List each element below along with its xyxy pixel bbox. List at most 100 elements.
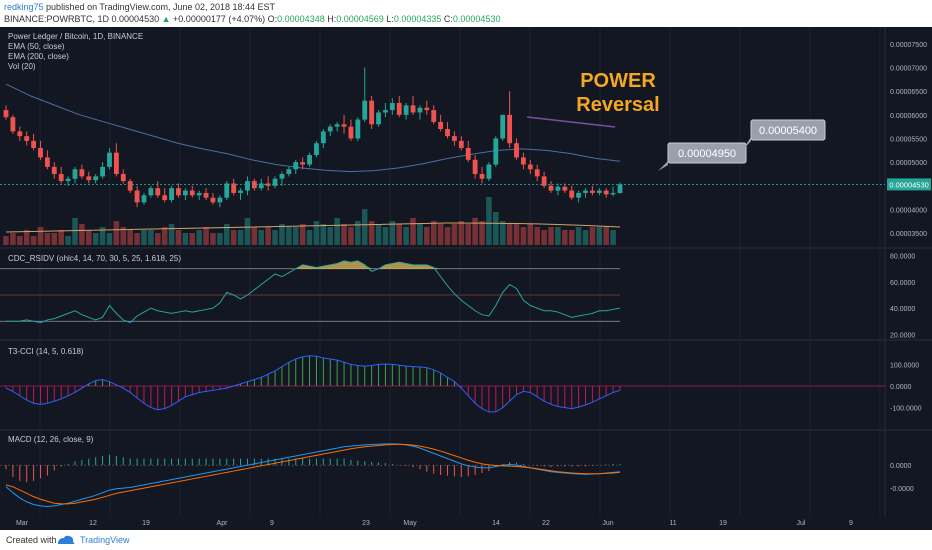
publish-info: published on TradingView.com, June 02, 2… xyxy=(46,2,276,12)
date-tick: Apr xyxy=(217,520,229,527)
candle-body xyxy=(486,164,492,179)
volume-bar xyxy=(472,218,478,245)
price-tick: 0.00003500 xyxy=(890,231,927,238)
volume-bar xyxy=(106,233,113,245)
candle-body xyxy=(369,100,375,125)
price-tick: 0.00007000 xyxy=(890,66,927,73)
volume-bar xyxy=(513,224,520,245)
volume-bar xyxy=(506,224,513,245)
candle-body xyxy=(217,197,223,203)
trend-line[interactable] xyxy=(526,116,616,128)
volume-bar xyxy=(320,224,327,245)
candle-body xyxy=(334,124,340,127)
candle-body xyxy=(189,190,195,196)
candle-body xyxy=(514,143,519,158)
candle-body xyxy=(224,183,230,198)
tradingview-brand[interactable]: TradingView xyxy=(80,535,130,545)
legend-vol: Vol (20) xyxy=(8,62,36,71)
candle-body xyxy=(169,188,174,201)
volume-bar xyxy=(37,227,44,245)
volume-bar xyxy=(417,224,423,245)
volume-bar xyxy=(396,224,402,245)
volume-bar xyxy=(286,227,292,245)
candle-body xyxy=(327,126,333,132)
candle-body xyxy=(251,181,257,189)
rsi-tick: 20.0000 xyxy=(890,332,915,339)
volume-bar xyxy=(279,224,285,245)
volume-bar xyxy=(575,227,582,245)
volume-bar xyxy=(58,230,64,245)
cci-tick: 0.0000 xyxy=(890,384,912,391)
candle-body xyxy=(376,112,381,125)
volume-bar xyxy=(479,221,485,245)
candle-body xyxy=(410,105,416,113)
volume-bar xyxy=(217,233,223,245)
volume-bar xyxy=(17,236,23,245)
candle-body xyxy=(307,155,312,165)
candle-body xyxy=(148,188,154,196)
macd-signal-line xyxy=(5,443,621,505)
candle-body xyxy=(403,105,409,115)
callout-low-box[interactable] xyxy=(667,142,747,164)
candle-body xyxy=(617,184,623,194)
macd-legend: MACD (12, 26, close, 9) xyxy=(8,435,94,444)
candle-body xyxy=(610,192,616,195)
candle-body xyxy=(293,162,299,170)
volume-bar xyxy=(79,224,85,245)
rsi-legend: CDC_RSIDV (ohlc4, 14, 70, 30, 5, 25, 1.6… xyxy=(8,254,181,263)
price-change: +0.00000177 (+4.07%) xyxy=(173,14,266,24)
volume-bar xyxy=(424,227,430,245)
candle-body xyxy=(479,174,485,179)
candle-body xyxy=(31,140,37,148)
volume-bar xyxy=(368,221,375,245)
price-tick: 0.00006000 xyxy=(890,113,927,120)
candle-body xyxy=(320,131,326,144)
candle-body xyxy=(355,119,361,139)
callout-low-pointer xyxy=(658,161,668,171)
up-arrow-icon: ▲ xyxy=(161,14,171,24)
low-value: 0.00004335 xyxy=(393,14,442,24)
date-tick: 23 xyxy=(362,520,370,527)
chart-area[interactable]: 0.00007500 0.00007000 0.00006500 0.00006000… xyxy=(0,27,932,530)
volume-bar xyxy=(244,218,251,245)
candle-body xyxy=(24,136,30,141)
author-link[interactable]: redking75 xyxy=(4,2,44,12)
date-tick: 9 xyxy=(849,520,853,527)
volume-bar xyxy=(534,227,540,245)
rsi-tick: 60.0000 xyxy=(890,280,915,287)
cci-legend: T3-CCI (14, 5, 0.618) xyxy=(8,347,84,356)
tradingview-logo-icon xyxy=(58,535,75,544)
volume-bar xyxy=(348,227,354,245)
volume-bar xyxy=(610,230,616,245)
candle-body xyxy=(44,157,50,167)
chart-canvas[interactable]: 0.00007500 0.00007000 0.00006500 0.00006000… xyxy=(0,27,932,530)
callout-high-box[interactable] xyxy=(750,119,826,141)
candle-body xyxy=(424,107,430,111)
volume-bar xyxy=(86,230,92,245)
chart-title: Power Ledger / Bitcoin, 1D, BINANCE xyxy=(8,32,143,41)
date-tick: Jul xyxy=(797,520,806,527)
volume-bar xyxy=(175,230,182,245)
candle-body xyxy=(113,152,119,174)
volume-ma-line xyxy=(5,222,621,233)
volume-bar xyxy=(265,227,271,245)
volume-bar xyxy=(582,230,589,245)
candle-body xyxy=(72,169,78,179)
candle-body xyxy=(465,147,471,160)
volume-bar xyxy=(306,230,313,245)
candle-body xyxy=(534,169,540,177)
date-tick: 9 xyxy=(270,520,274,527)
candle-body xyxy=(527,164,533,170)
volume-bar xyxy=(161,227,168,245)
volume-bar xyxy=(230,230,237,245)
volume-bar xyxy=(458,221,465,245)
volume-bar xyxy=(237,230,244,245)
volume-bar xyxy=(196,230,202,245)
macd-tick: -0.0000 xyxy=(890,486,914,493)
candle-body xyxy=(196,192,202,196)
candle-body xyxy=(548,185,554,191)
volume-bar xyxy=(224,224,230,245)
volume-bar xyxy=(603,227,609,245)
volume-bar xyxy=(120,227,127,245)
candle-body xyxy=(279,174,285,179)
